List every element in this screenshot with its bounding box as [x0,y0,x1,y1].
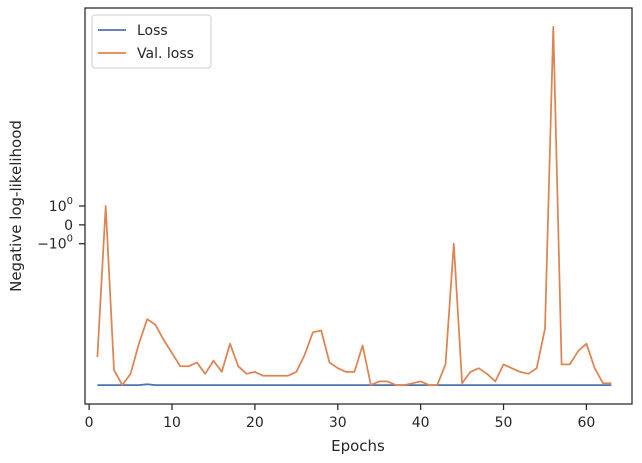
y-tick-label: 0 [64,218,73,234]
series-line-0 [97,383,612,386]
plot-background [85,8,632,404]
x-tick-label: 60 [578,415,596,431]
y-tick-label: −100 [37,234,73,253]
x-tick-label: 40 [412,415,430,431]
legend-label-1: Val. loss [137,46,194,62]
y-tick-label: 100 [49,196,73,215]
x-axis: 0 10 20 30 40 50 60 [85,404,596,431]
legend-label-0: Loss [137,23,168,39]
plot-frame [84,7,633,405]
y-axis-label: Negative log-likelihood [7,120,25,292]
series-layer [96,26,612,386]
x-tick-label: 20 [246,415,264,431]
legend: Loss Val. loss [91,14,212,69]
x-tick-label: 30 [329,415,347,431]
x-tick-label: 0 [85,415,94,431]
legend-frame [91,14,212,69]
x-tick-label: 50 [495,415,513,431]
series-line-1 [96,26,612,386]
y-axis: 100 0−100 [37,196,85,253]
x-tick-label: 10 [163,415,181,431]
x-axis-label: Epochs [331,437,385,455]
